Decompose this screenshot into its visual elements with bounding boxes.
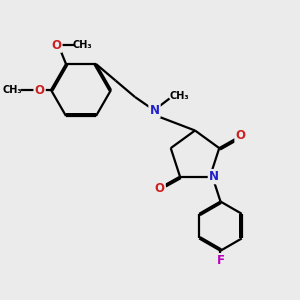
Text: N: N — [209, 170, 219, 183]
Text: O: O — [51, 39, 62, 52]
Text: CH₃: CH₃ — [169, 91, 189, 101]
Text: CH₃: CH₃ — [73, 40, 92, 50]
Text: O: O — [236, 129, 246, 142]
Text: O: O — [154, 182, 165, 194]
Text: O: O — [34, 83, 45, 97]
Text: CH₃: CH₃ — [3, 85, 22, 95]
Text: N: N — [149, 104, 160, 117]
Text: F: F — [217, 254, 224, 267]
